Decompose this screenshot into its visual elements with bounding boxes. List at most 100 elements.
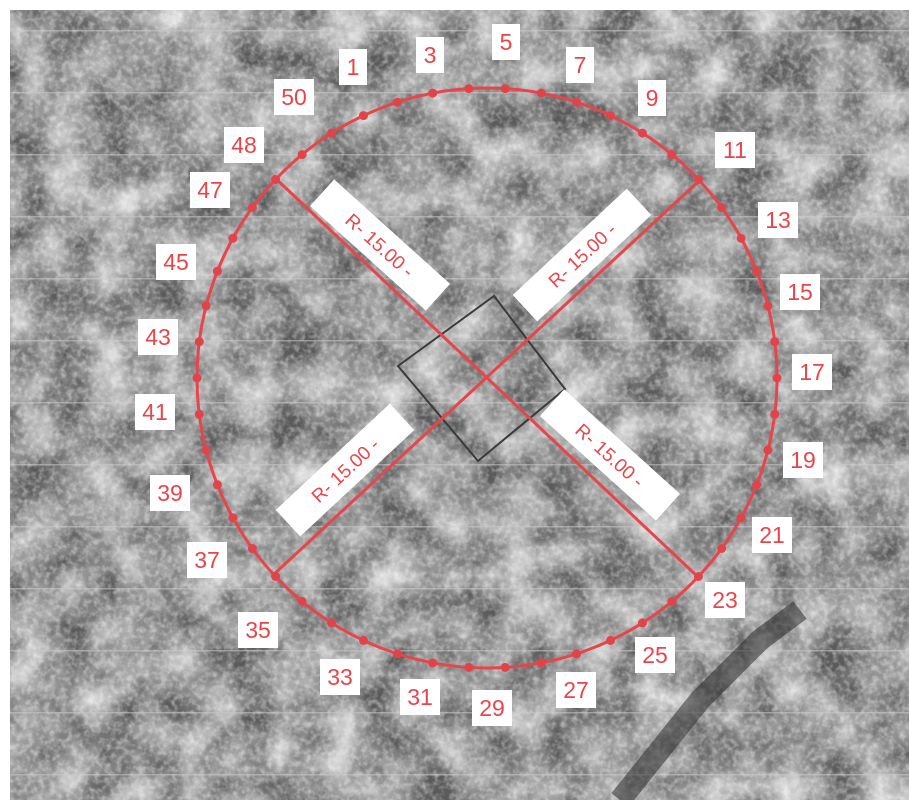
point-label-37: 37 bbox=[187, 542, 227, 578]
vertex-marker bbox=[693, 175, 703, 184]
point-label-7: 7 bbox=[566, 47, 594, 83]
vertex-marker bbox=[770, 409, 780, 419]
vertex-marker bbox=[772, 373, 782, 383]
point-label-text: 15 bbox=[787, 279, 813, 305]
point-label-9: 9 bbox=[638, 80, 666, 116]
vertex-marker bbox=[770, 337, 780, 347]
point-label-text: 17 bbox=[799, 359, 825, 385]
point-label-text: 48 bbox=[231, 132, 257, 158]
point-label-17: 17 bbox=[792, 354, 832, 390]
vertex-marker bbox=[736, 513, 746, 523]
point-label-text: 37 bbox=[194, 547, 220, 573]
point-label-35: 35 bbox=[238, 612, 278, 648]
vertex-marker bbox=[192, 373, 202, 383]
point-label-50: 50 bbox=[274, 79, 314, 115]
vertex-marker bbox=[572, 649, 582, 659]
point-label-text: 27 bbox=[563, 677, 589, 703]
vertex-marker bbox=[464, 84, 474, 94]
vertex-marker bbox=[201, 301, 211, 311]
vertex-marker bbox=[271, 175, 281, 184]
point-label-text: 47 bbox=[197, 177, 223, 203]
point-label-text: 11 bbox=[723, 137, 747, 163]
point-label-43: 43 bbox=[138, 319, 178, 355]
vertex-marker bbox=[392, 649, 402, 659]
radius-line-ne bbox=[270, 178, 702, 578]
point-label-11: 11 bbox=[715, 132, 755, 168]
vertex-marker bbox=[194, 337, 204, 347]
point-label-13: 13 bbox=[758, 202, 798, 238]
point-label-1: 1 bbox=[339, 49, 367, 85]
vertex-marker bbox=[428, 88, 438, 98]
vertex-marker bbox=[717, 203, 727, 212]
point-label-text: 45 bbox=[163, 249, 189, 275]
point-label-23: 23 bbox=[705, 582, 745, 618]
vertex-marker bbox=[536, 88, 546, 98]
vertex-marker bbox=[428, 658, 438, 668]
point-label-text: 13 bbox=[765, 207, 791, 233]
vertex-marker bbox=[572, 97, 582, 107]
point-label-text: 39 bbox=[157, 480, 183, 506]
point-label-31: 31 bbox=[400, 679, 440, 715]
vertex-marker bbox=[228, 233, 238, 243]
vertex-marker bbox=[327, 618, 337, 628]
radius-line-nw bbox=[271, 174, 699, 578]
radius-lines bbox=[270, 174, 702, 578]
point-label-41: 41 bbox=[135, 394, 175, 430]
vertex-marker bbox=[693, 572, 703, 581]
vertex-marker bbox=[212, 266, 222, 276]
vertex-marker bbox=[500, 662, 510, 672]
point-label-3: 3 bbox=[416, 37, 444, 73]
point-label-text: 31 bbox=[407, 684, 433, 710]
vertex-marker bbox=[752, 266, 762, 276]
point-label-text: 7 bbox=[574, 52, 587, 78]
plot-square bbox=[396, 294, 567, 463]
vertex-marker bbox=[297, 150, 307, 160]
vertex-marker bbox=[536, 658, 546, 668]
point-label-text: 41 bbox=[142, 399, 168, 425]
vertex-marker bbox=[359, 111, 368, 121]
vertex-marker bbox=[359, 635, 368, 645]
point-label-47: 47 bbox=[190, 172, 230, 208]
vertex-marker bbox=[717, 544, 727, 553]
point-label-45: 45 bbox=[156, 244, 196, 280]
vertex-marker bbox=[247, 203, 257, 212]
vertex-marker bbox=[327, 128, 337, 138]
vertex-marker bbox=[752, 480, 762, 490]
point-label-text: 33 bbox=[327, 664, 353, 690]
point-label-19: 19 bbox=[783, 442, 823, 478]
vertex-marker bbox=[736, 233, 746, 243]
vertex-marker bbox=[763, 445, 773, 455]
point-label-text: 23 bbox=[712, 587, 738, 613]
vertex-marker bbox=[667, 150, 677, 160]
vertex-marker bbox=[464, 662, 474, 672]
point-number-labels: 1 3 57911131517192123252729313335373941434… bbox=[135, 24, 832, 726]
point-label-text: 1 bbox=[347, 54, 360, 80]
point-label-text: 3 bbox=[424, 42, 437, 68]
vertex-marker bbox=[500, 84, 510, 94]
point-label-text: 35 bbox=[245, 617, 271, 643]
vertex-marker bbox=[201, 445, 211, 455]
point-label-text: 43 bbox=[145, 324, 171, 350]
point-label-29: 29 bbox=[472, 690, 512, 726]
point-label-text: 5 bbox=[500, 29, 513, 55]
point-label-27: 27 bbox=[556, 672, 596, 708]
vertex-marker bbox=[194, 409, 204, 419]
point-label-25: 25 bbox=[635, 637, 675, 673]
vertex-marker bbox=[606, 635, 615, 645]
vertex-marker bbox=[392, 97, 402, 107]
vertex-marker bbox=[763, 301, 773, 311]
vertex-marker bbox=[271, 572, 281, 581]
point-label-33: 33 bbox=[320, 659, 360, 695]
point-label-5: 5 bbox=[492, 24, 520, 60]
vertex-marker bbox=[247, 544, 257, 553]
circle-vertex-markers bbox=[192, 84, 782, 672]
vertex-marker bbox=[667, 596, 677, 606]
point-label-text: 25 bbox=[642, 642, 668, 668]
point-label-39: 39 bbox=[150, 475, 190, 511]
point-label-text: 50 bbox=[281, 84, 307, 110]
point-label-21: 21 bbox=[752, 517, 792, 553]
vertex-marker bbox=[637, 618, 647, 628]
vertex-marker bbox=[637, 128, 647, 138]
